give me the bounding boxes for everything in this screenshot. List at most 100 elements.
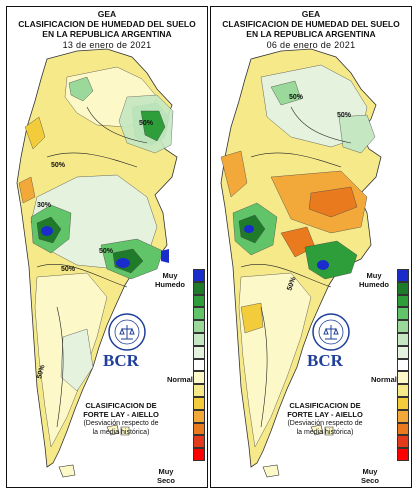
legend-swatch [193, 332, 205, 346]
org-label: GEA [97, 9, 117, 19]
classification-line2: FORTE LAY - AIELLO [83, 410, 159, 419]
region-darkorange-center [308, 186, 358, 218]
map-panel-06-enero: 50% 50% 50% GEA CLASIFICACION DE HUMEDAD… [210, 6, 412, 488]
soil-moisture-map: 50% 50% 50% [220, 48, 382, 478]
contour-line [240, 263, 332, 288]
legend-swatch [397, 269, 409, 282]
region-green-north [270, 80, 302, 106]
legend-swatch [397, 384, 409, 397]
legend-swatch [397, 448, 409, 461]
classification-line1: CLASIFICACION DE [289, 401, 361, 410]
legend-label-very-dry: Muy Seco [361, 467, 379, 485]
legend-very-wet-text: Muy [366, 271, 382, 280]
classification-line4: la media histórica) [92, 429, 150, 436]
contour-line [260, 306, 268, 428]
contour-label: 50% [139, 120, 154, 127]
map-header: GEA CLASIFICACION DE HUMEDAD DEL SUELO E… [211, 9, 411, 51]
legend-color-scale [397, 269, 409, 461]
region-palegreen-northeast [338, 114, 376, 154]
legend-swatch [397, 307, 409, 321]
legend-swatch [397, 281, 409, 295]
bcr-brand-text: BCR [307, 351, 343, 370]
legend-swatch [193, 307, 205, 321]
contour-line [250, 152, 342, 168]
contour-line [56, 306, 64, 428]
legend-swatch [397, 435, 409, 449]
legend-very-dry-text: Muy [158, 467, 174, 476]
legend-swatch [193, 384, 205, 397]
legend-swatch [397, 396, 409, 410]
region-blue-buenos-aires [116, 258, 130, 268]
malvinas-islands [310, 424, 334, 436]
region-green-buenos-aires [304, 240, 358, 280]
classification-note: CLASIFICACION DE FORTE LAY - AIELLO (Des… [277, 401, 373, 437]
bcr-brand-text: BCR [103, 351, 139, 370]
legend-swatch [193, 281, 205, 295]
legend-swatch [193, 448, 205, 461]
region-orange-north-west [24, 116, 46, 150]
classification-line4: la media histórica) [296, 429, 354, 436]
legend-swatch [193, 396, 205, 410]
org-label: GEA [301, 9, 321, 19]
classification-note: CLASIFICACION DE FORTE LAY - AIELLO (Des… [73, 401, 169, 437]
region-orange-west [220, 150, 248, 198]
classification-line3: (Desviación respecto de [83, 420, 159, 427]
contour-label: 50% [337, 112, 352, 119]
legend-label-normal: Normal [167, 375, 193, 384]
contour-label: 30% [37, 202, 52, 209]
contour-label: 50% [289, 94, 304, 101]
region-blue-west-center [41, 226, 53, 236]
legend-swatch [397, 371, 409, 385]
classification-line2: FORTE LAY - AIELLO [287, 410, 363, 419]
legend-label-very-wet: Muy Humedo [359, 271, 389, 289]
soil-moisture-map: 50% 50% 30% 50% 50% 50% [16, 48, 178, 478]
contour-label: 50% [51, 162, 66, 169]
region-green-northeast-core [140, 110, 166, 142]
tierra-del-fuego [262, 464, 280, 478]
legend-swatch [193, 358, 205, 372]
map-date: 13 de enero de 2021 [62, 40, 152, 50]
classification-line1: CLASIFICACION DE [85, 401, 157, 410]
legend-very-dry-text: Muy [362, 467, 378, 476]
legend-very-dry-text2: Seco [157, 476, 175, 485]
malvinas-islands [106, 424, 130, 436]
legend-swatch [397, 320, 409, 333]
bcr-seal-icon [312, 313, 350, 351]
legend-swatch [193, 422, 205, 436]
map-title-line2: EN LA REPUBLICA ARGENTINA [246, 29, 376, 39]
legend-very-wet-text2: Humedo [155, 280, 185, 289]
legend-swatch [397, 294, 409, 308]
region-green-northwest [68, 76, 94, 102]
legend-swatch [193, 345, 205, 359]
legend-swatch [397, 345, 409, 359]
region-orange-west [18, 176, 36, 204]
contour-line [36, 263, 128, 288]
contour-label: 50% [36, 363, 47, 379]
contour-label: 50% [286, 275, 298, 291]
legend-swatch [193, 320, 205, 333]
region-palegreen-patagonia [60, 328, 94, 392]
legend-swatch [397, 409, 409, 423]
legend-label-very-dry: Muy Seco [157, 467, 175, 485]
legend-swatch [193, 435, 205, 449]
contour-label: 50% [61, 266, 76, 273]
region-blue-coast [161, 249, 169, 263]
contour-line [86, 106, 148, 144]
legend-label-normal: Normal [371, 375, 397, 384]
classification-line3: (Desviación respecto de [287, 420, 363, 427]
legend-swatch [397, 332, 409, 346]
contour-line [290, 106, 352, 144]
map-title-line1: CLASIFICACION DE HUMEDAD DEL SUELO [18, 19, 196, 29]
region-blue-west-center [244, 225, 254, 233]
legend-swatch [193, 294, 205, 308]
legend-color-scale [193, 269, 205, 461]
legend-label-very-wet: Muy Humedo [155, 271, 185, 289]
map-title-line1: CLASIFICACION DE HUMEDAD DEL SUELO [222, 19, 400, 29]
contour-label: 50% [99, 248, 114, 255]
legend-swatch [193, 409, 205, 423]
contour-line [46, 152, 138, 168]
legend-swatch [193, 269, 205, 282]
map-date: 06 de enero de 2021 [266, 40, 356, 50]
legend-swatch [397, 422, 409, 436]
